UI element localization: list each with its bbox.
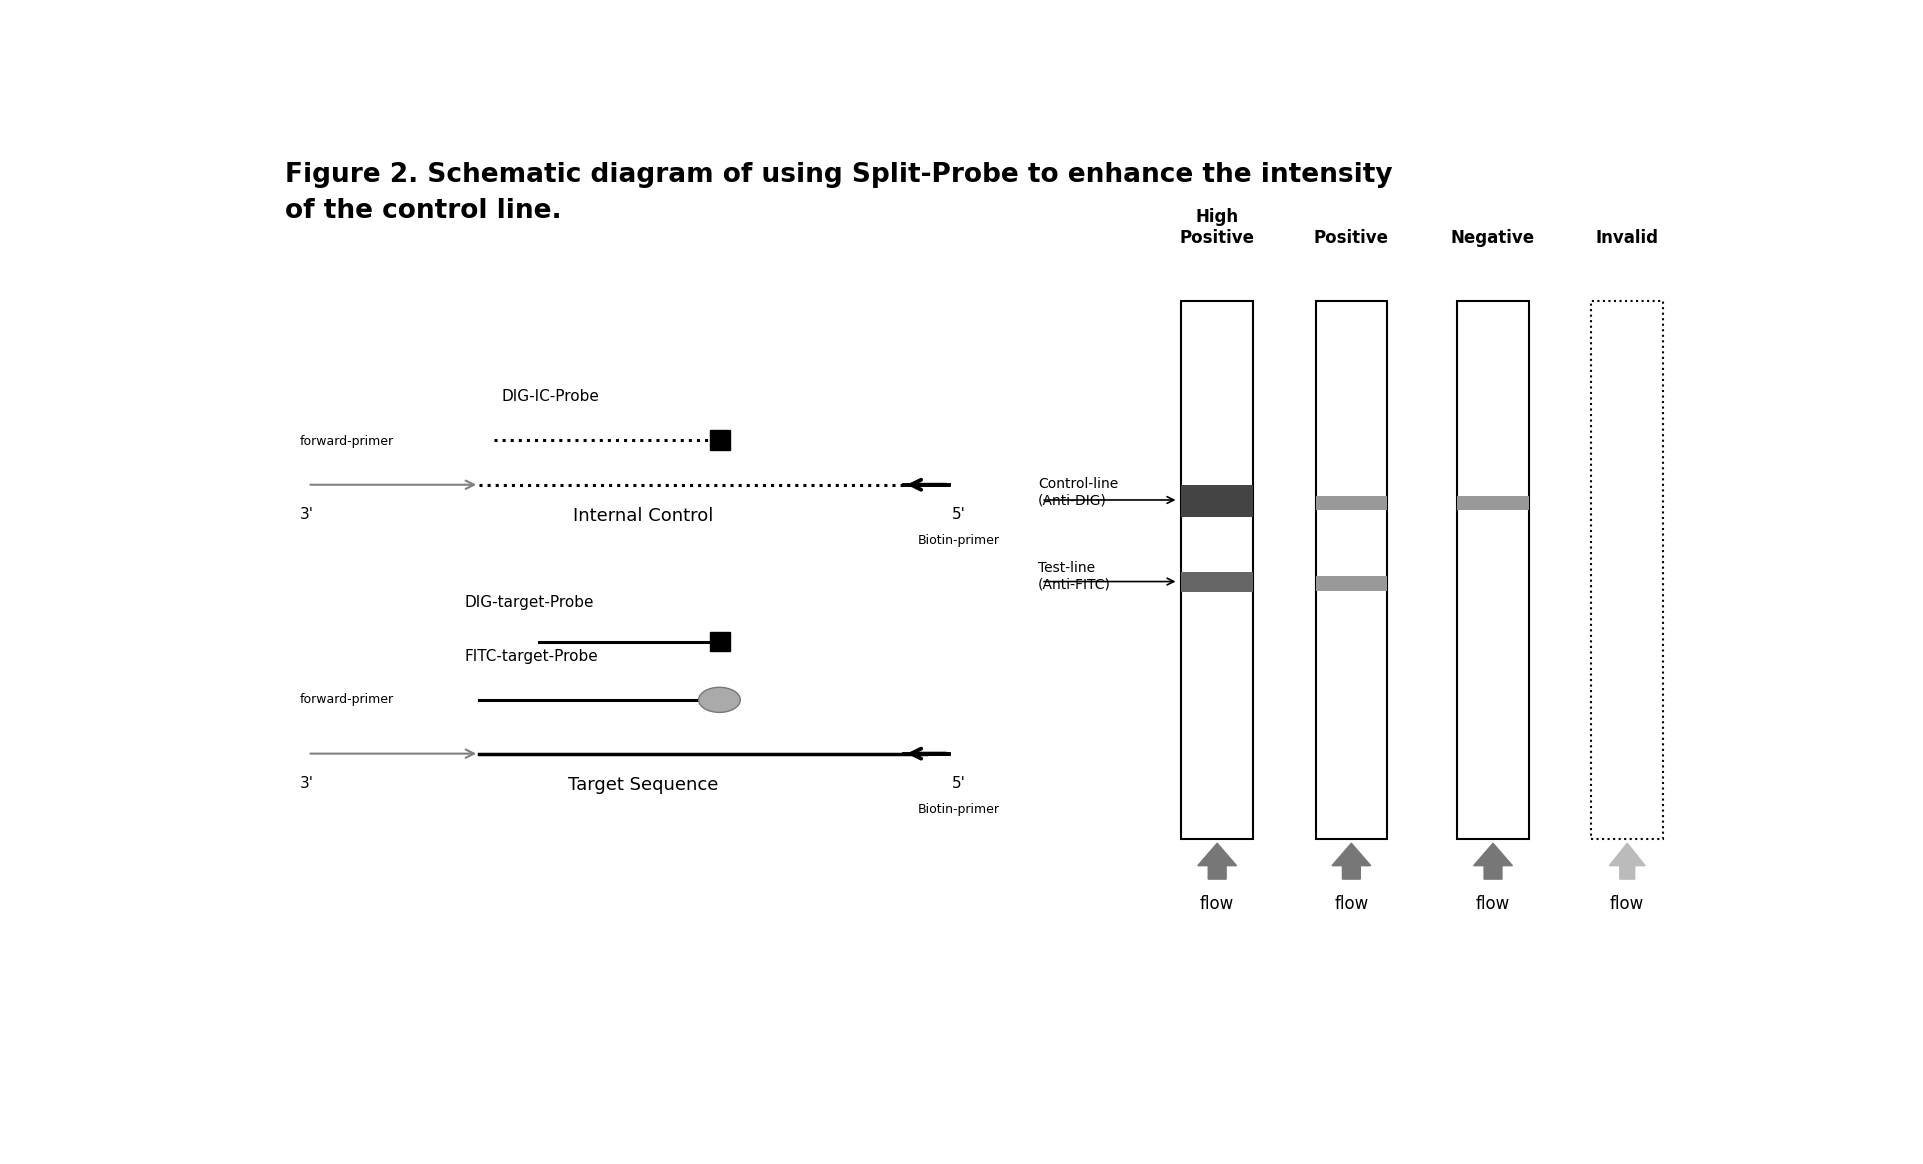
Bar: [1456, 301, 1529, 839]
Bar: [1590, 301, 1661, 839]
Text: forward-primer: forward-primer: [300, 694, 394, 707]
Text: flow: flow: [1333, 895, 1367, 914]
Text: DIG-target-Probe: DIG-target-Probe: [463, 595, 594, 610]
Text: flow: flow: [1475, 895, 1510, 914]
Text: Biotin-primer: Biotin-primer: [917, 534, 1000, 547]
Bar: [1315, 576, 1386, 590]
Bar: [1181, 301, 1252, 839]
Bar: [1590, 301, 1661, 839]
Text: DIG-IC-Probe: DIG-IC-Probe: [502, 389, 598, 404]
Circle shape: [698, 687, 740, 712]
Text: 3': 3': [300, 508, 313, 523]
Bar: [1181, 572, 1252, 592]
Bar: [1456, 496, 1529, 510]
Text: of the control line.: of the control line.: [285, 198, 562, 223]
Text: forward-primer: forward-primer: [300, 435, 394, 448]
Text: Target Sequence: Target Sequence: [567, 776, 717, 794]
Text: 5': 5': [952, 508, 965, 523]
Bar: [710, 430, 729, 449]
Text: Invalid: Invalid: [1594, 229, 1658, 247]
Bar: [1315, 301, 1386, 839]
Text: Biotin-primer: Biotin-primer: [917, 803, 1000, 816]
Bar: [1315, 496, 1386, 510]
Text: Figure 2. Schematic diagram of using Split-Probe to enhance the intensity: Figure 2. Schematic diagram of using Spl…: [285, 162, 1392, 189]
Text: Negative: Negative: [1450, 229, 1535, 247]
FancyArrow shape: [1331, 843, 1369, 879]
Text: 3': 3': [300, 776, 313, 792]
Text: Test-line
(Anti-FITC): Test-line (Anti-FITC): [1038, 561, 1111, 591]
Text: 5': 5': [952, 776, 965, 792]
Text: flow: flow: [1610, 895, 1644, 914]
Bar: [710, 632, 729, 652]
Text: High
Positive: High Positive: [1179, 208, 1254, 247]
Bar: [1181, 485, 1252, 517]
Text: Positive: Positive: [1313, 229, 1388, 247]
FancyArrow shape: [1198, 843, 1236, 879]
Text: Control-line
(Anti-DIG): Control-line (Anti-DIG): [1038, 477, 1117, 508]
FancyArrow shape: [1473, 843, 1511, 879]
FancyArrow shape: [1608, 843, 1644, 879]
Text: FITC-target-Probe: FITC-target-Probe: [463, 650, 598, 663]
Text: Internal Control: Internal Control: [573, 508, 713, 525]
Text: flow: flow: [1200, 895, 1235, 914]
